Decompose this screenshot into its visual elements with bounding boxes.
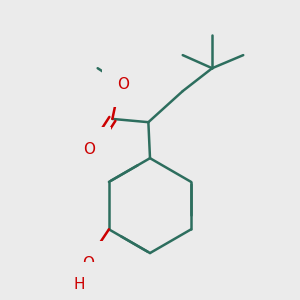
Text: O: O (117, 77, 129, 92)
Text: O: O (82, 256, 94, 271)
Text: H: H (74, 278, 85, 292)
Text: O: O (83, 142, 95, 158)
